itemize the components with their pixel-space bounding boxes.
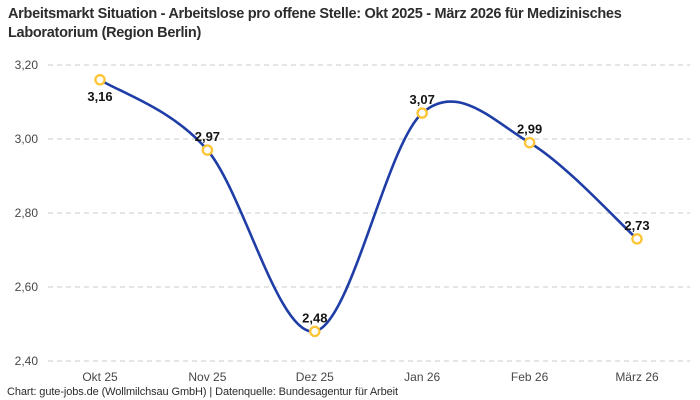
data-point-marker xyxy=(309,325,321,338)
x-axis-tick-label: Dez 25 xyxy=(296,370,334,384)
data-point-marker xyxy=(201,144,214,156)
data-line xyxy=(98,78,639,333)
data-point-marker xyxy=(631,233,643,245)
y-axis-tick-label: 3,00 xyxy=(15,132,39,146)
data-point-marker xyxy=(94,74,106,86)
x-axis-tick-label: März 26 xyxy=(615,370,659,384)
data-point-label: 2,48 xyxy=(302,310,327,325)
x-axis-tick-label: Nov 25 xyxy=(188,370,226,384)
gridlines-group xyxy=(48,64,690,362)
x-axis-tick-label: Jan 26 xyxy=(404,370,440,384)
data-point-label: 2,97 xyxy=(195,129,220,144)
x-axis-tick-label: Feb 26 xyxy=(511,370,549,384)
data-point-label: 2,73 xyxy=(624,218,649,233)
data-point-label: 3,16 xyxy=(87,89,112,104)
y-axis-tick-label: 2,40 xyxy=(15,354,39,368)
chart-attribution: Chart: gute-jobs.de (Wollmilchsau GmbH) … xyxy=(7,386,398,398)
chart-title: Arbeitsmarkt Situation - Arbeitslose pro… xyxy=(8,6,622,41)
data-point-labels: 3,16 2,97 2,48 3,07 2,99 2,73 xyxy=(87,89,649,326)
data-point-label: 3,07 xyxy=(410,92,435,107)
data-point-label: 2,99 xyxy=(517,122,542,137)
data-point-markers xyxy=(94,74,643,338)
data-point-marker xyxy=(416,107,428,119)
x-axis-tick-labels: Okt 25 Nov 25 Dez 25 Jan 26 Feb 26 März 26 xyxy=(82,370,659,384)
y-axis-tick-label: 2,80 xyxy=(15,206,39,220)
y-axis-tick-label: 2,60 xyxy=(15,280,39,294)
y-axis-tick-labels: 3,20 3,00 2,80 2,60 2,40 xyxy=(15,58,39,368)
data-point-marker xyxy=(523,136,536,149)
y-axis-tick-label: 3,20 xyxy=(15,58,39,72)
data-series xyxy=(98,78,639,333)
x-axis-tick-label: Okt 25 xyxy=(82,370,118,384)
